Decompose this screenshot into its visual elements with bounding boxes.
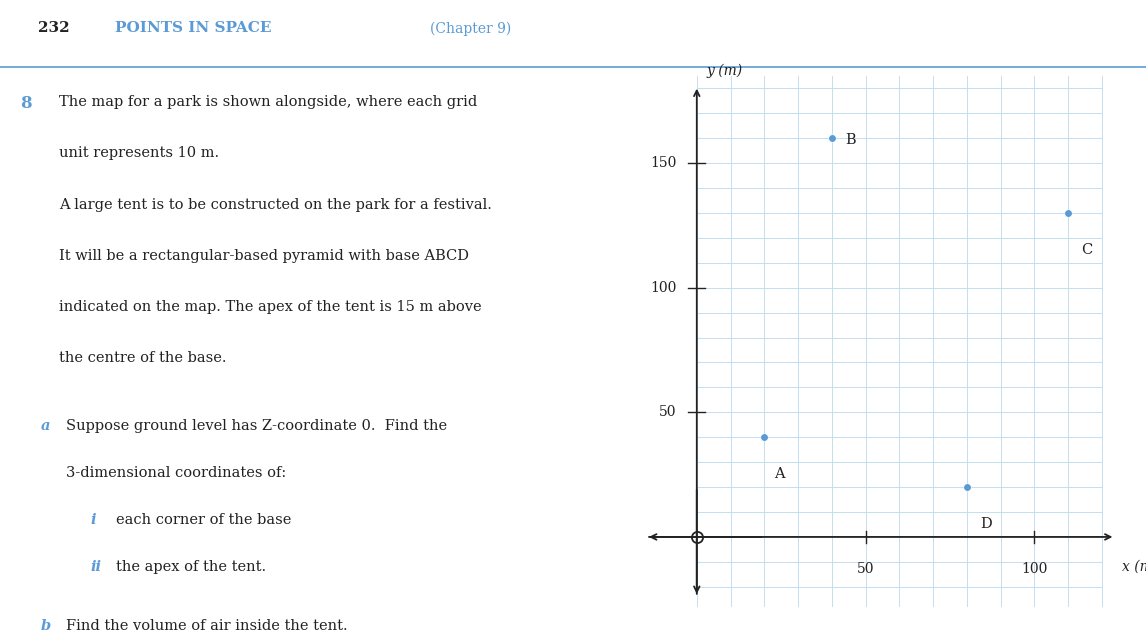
Text: unit represents 10 m.: unit represents 10 m. xyxy=(60,147,220,161)
Text: C: C xyxy=(1082,243,1093,257)
Text: each corner of the base: each corner of the base xyxy=(116,513,291,527)
Text: y (m): y (m) xyxy=(707,64,743,78)
Text: 50: 50 xyxy=(659,405,676,419)
Text: POINTS IN SPACE: POINTS IN SPACE xyxy=(115,21,272,35)
Text: Find the volume of air inside the tent.: Find the volume of air inside the tent. xyxy=(65,619,347,632)
Text: 8: 8 xyxy=(19,95,32,112)
Text: (Chapter 9): (Chapter 9) xyxy=(430,21,511,35)
Text: the apex of the tent.: the apex of the tent. xyxy=(116,560,266,574)
Text: A: A xyxy=(775,467,785,481)
Text: 150: 150 xyxy=(650,156,676,170)
Text: D: D xyxy=(980,517,992,531)
Text: 100: 100 xyxy=(650,281,676,295)
Text: x (m): x (m) xyxy=(1122,559,1146,573)
Text: i: i xyxy=(91,513,96,527)
Text: 100: 100 xyxy=(1021,562,1047,576)
Text: Suppose ground level has Z-coordinate 0.  Find the: Suppose ground level has Z-coordinate 0.… xyxy=(65,419,447,433)
Text: B: B xyxy=(846,133,856,147)
Text: 3-dimensional coordinates of:: 3-dimensional coordinates of: xyxy=(65,466,285,480)
Text: indicated on the map. The apex of the tent is 15 m above: indicated on the map. The apex of the te… xyxy=(60,300,482,314)
Text: 50: 50 xyxy=(857,562,874,576)
Text: 232: 232 xyxy=(38,21,70,35)
Text: The map for a park is shown alongside, where each grid: The map for a park is shown alongside, w… xyxy=(60,95,478,109)
Text: ii: ii xyxy=(91,560,102,574)
Text: It will be a rectangular-based pyramid with base ABCD: It will be a rectangular-based pyramid w… xyxy=(60,249,470,263)
Text: the centre of the base.: the centre of the base. xyxy=(60,351,227,365)
Text: A large tent is to be constructed on the park for a festival.: A large tent is to be constructed on the… xyxy=(60,198,493,212)
Text: a: a xyxy=(40,419,50,433)
Text: b: b xyxy=(40,619,50,632)
